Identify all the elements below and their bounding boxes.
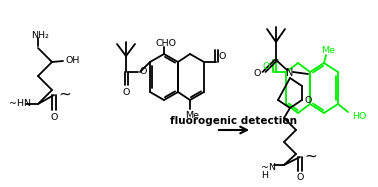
Text: Me: Me (321, 45, 335, 54)
Text: ~N: ~N (260, 163, 276, 171)
Text: N: N (286, 68, 294, 78)
Text: fluorogenic detection: fluorogenic detection (170, 116, 297, 126)
Text: OH: OH (66, 56, 81, 65)
Text: O: O (122, 88, 130, 96)
Text: HO: HO (352, 111, 366, 120)
Text: ~HN: ~HN (9, 99, 31, 108)
Text: O: O (304, 96, 312, 105)
Text: ~: ~ (59, 87, 71, 102)
Text: O: O (262, 62, 270, 70)
Text: O: O (253, 68, 261, 77)
Text: O: O (296, 174, 304, 183)
Text: H: H (262, 171, 268, 180)
Text: O: O (50, 113, 58, 122)
Text: NH₂: NH₂ (31, 30, 49, 39)
Text: O: O (218, 51, 226, 61)
Text: O: O (139, 67, 147, 76)
Text: Me: Me (185, 111, 199, 119)
Text: CHO: CHO (155, 39, 177, 47)
Text: ~: ~ (305, 148, 318, 163)
